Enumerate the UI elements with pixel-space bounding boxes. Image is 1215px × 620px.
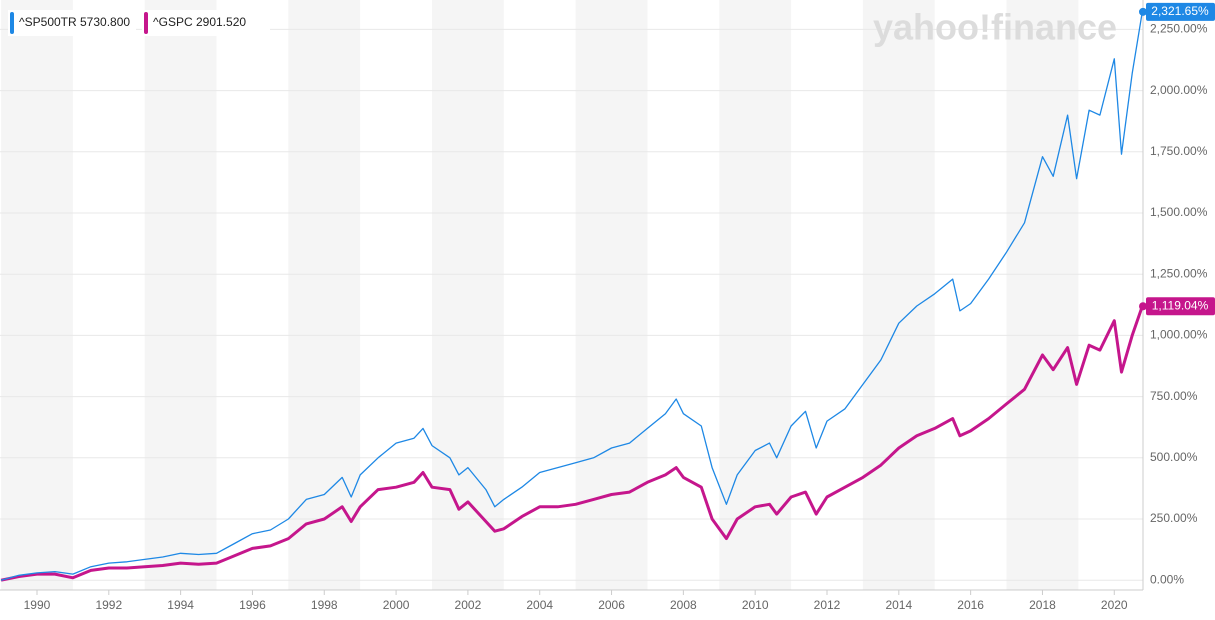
end-label-box bbox=[1146, 297, 1215, 316]
y-tick-label: 1,000.00% bbox=[1150, 328, 1208, 342]
y-tick-label: 500.00% bbox=[1150, 450, 1198, 464]
x-tick-label: 2002 bbox=[455, 598, 482, 612]
y-tick-label: 250.00% bbox=[1150, 511, 1198, 525]
y-tick-label: 2,250.00% bbox=[1150, 22, 1208, 36]
band bbox=[288, 0, 361, 590]
y-tick-label: 0.00% bbox=[1150, 572, 1184, 586]
band bbox=[431, 0, 504, 590]
legend-name: ^GSPC bbox=[153, 15, 193, 29]
y-tick-label: 1,750.00% bbox=[1150, 144, 1208, 158]
end-dot bbox=[1139, 302, 1147, 311]
x-tick-label: 2004 bbox=[526, 598, 553, 612]
legend-box bbox=[8, 10, 136, 36]
legend-name: ^GSPC 2901.520 bbox=[153, 15, 246, 29]
x-tick-label: 2008 bbox=[670, 598, 697, 612]
end-label-box bbox=[1146, 2, 1215, 21]
legend-swatch bbox=[144, 12, 148, 34]
x-tick-label: 2016 bbox=[957, 598, 984, 612]
band bbox=[1006, 0, 1079, 590]
y-tick-label: 1,250.00% bbox=[1150, 266, 1208, 280]
end-label: 1,119.04% bbox=[1152, 298, 1209, 312]
series-line bbox=[0, 305, 1144, 582]
x-tick-label: 1994 bbox=[167, 598, 194, 612]
x-tick-label: 2010 bbox=[742, 598, 769, 612]
legend-name: ^SP500TR 5730.800 bbox=[19, 15, 130, 29]
band bbox=[862, 0, 935, 590]
legend-swatch bbox=[10, 12, 14, 34]
band bbox=[719, 0, 792, 590]
band bbox=[575, 0, 648, 590]
legend-box bbox=[142, 10, 270, 36]
series-line bbox=[0, 11, 1143, 581]
band bbox=[1, 0, 73, 590]
x-tick-label: 2020 bbox=[1101, 598, 1128, 612]
legend-quote: 2901.520 bbox=[196, 15, 246, 29]
x-tick-label: 1996 bbox=[239, 598, 266, 612]
legend-name: ^SP500TR bbox=[19, 15, 77, 29]
band bbox=[144, 0, 217, 590]
x-tick-label: 2006 bbox=[598, 598, 625, 612]
y-tick-label: 750.00% bbox=[1150, 389, 1198, 403]
end-label: 2,321.65% bbox=[1151, 4, 1209, 18]
end-dot bbox=[1139, 7, 1147, 16]
x-tick-label: 2000 bbox=[383, 598, 410, 612]
y-tick-label: 1,500.00% bbox=[1150, 205, 1208, 219]
legend-quote: 5730.800 bbox=[80, 15, 130, 29]
y-tick-label: 2,000.00% bbox=[1150, 83, 1208, 97]
background bbox=[0, 0, 1143, 590]
x-tick-label: 1992 bbox=[95, 598, 122, 612]
x-tick-label: 2014 bbox=[885, 598, 912, 612]
x-tick-label: 1990 bbox=[24, 598, 51, 612]
x-tick-label: 2012 bbox=[814, 598, 841, 612]
x-tick-label: 2018 bbox=[1029, 598, 1056, 612]
x-tick-label: 1998 bbox=[311, 598, 338, 612]
watermark: yahoo!finance bbox=[873, 7, 1117, 48]
